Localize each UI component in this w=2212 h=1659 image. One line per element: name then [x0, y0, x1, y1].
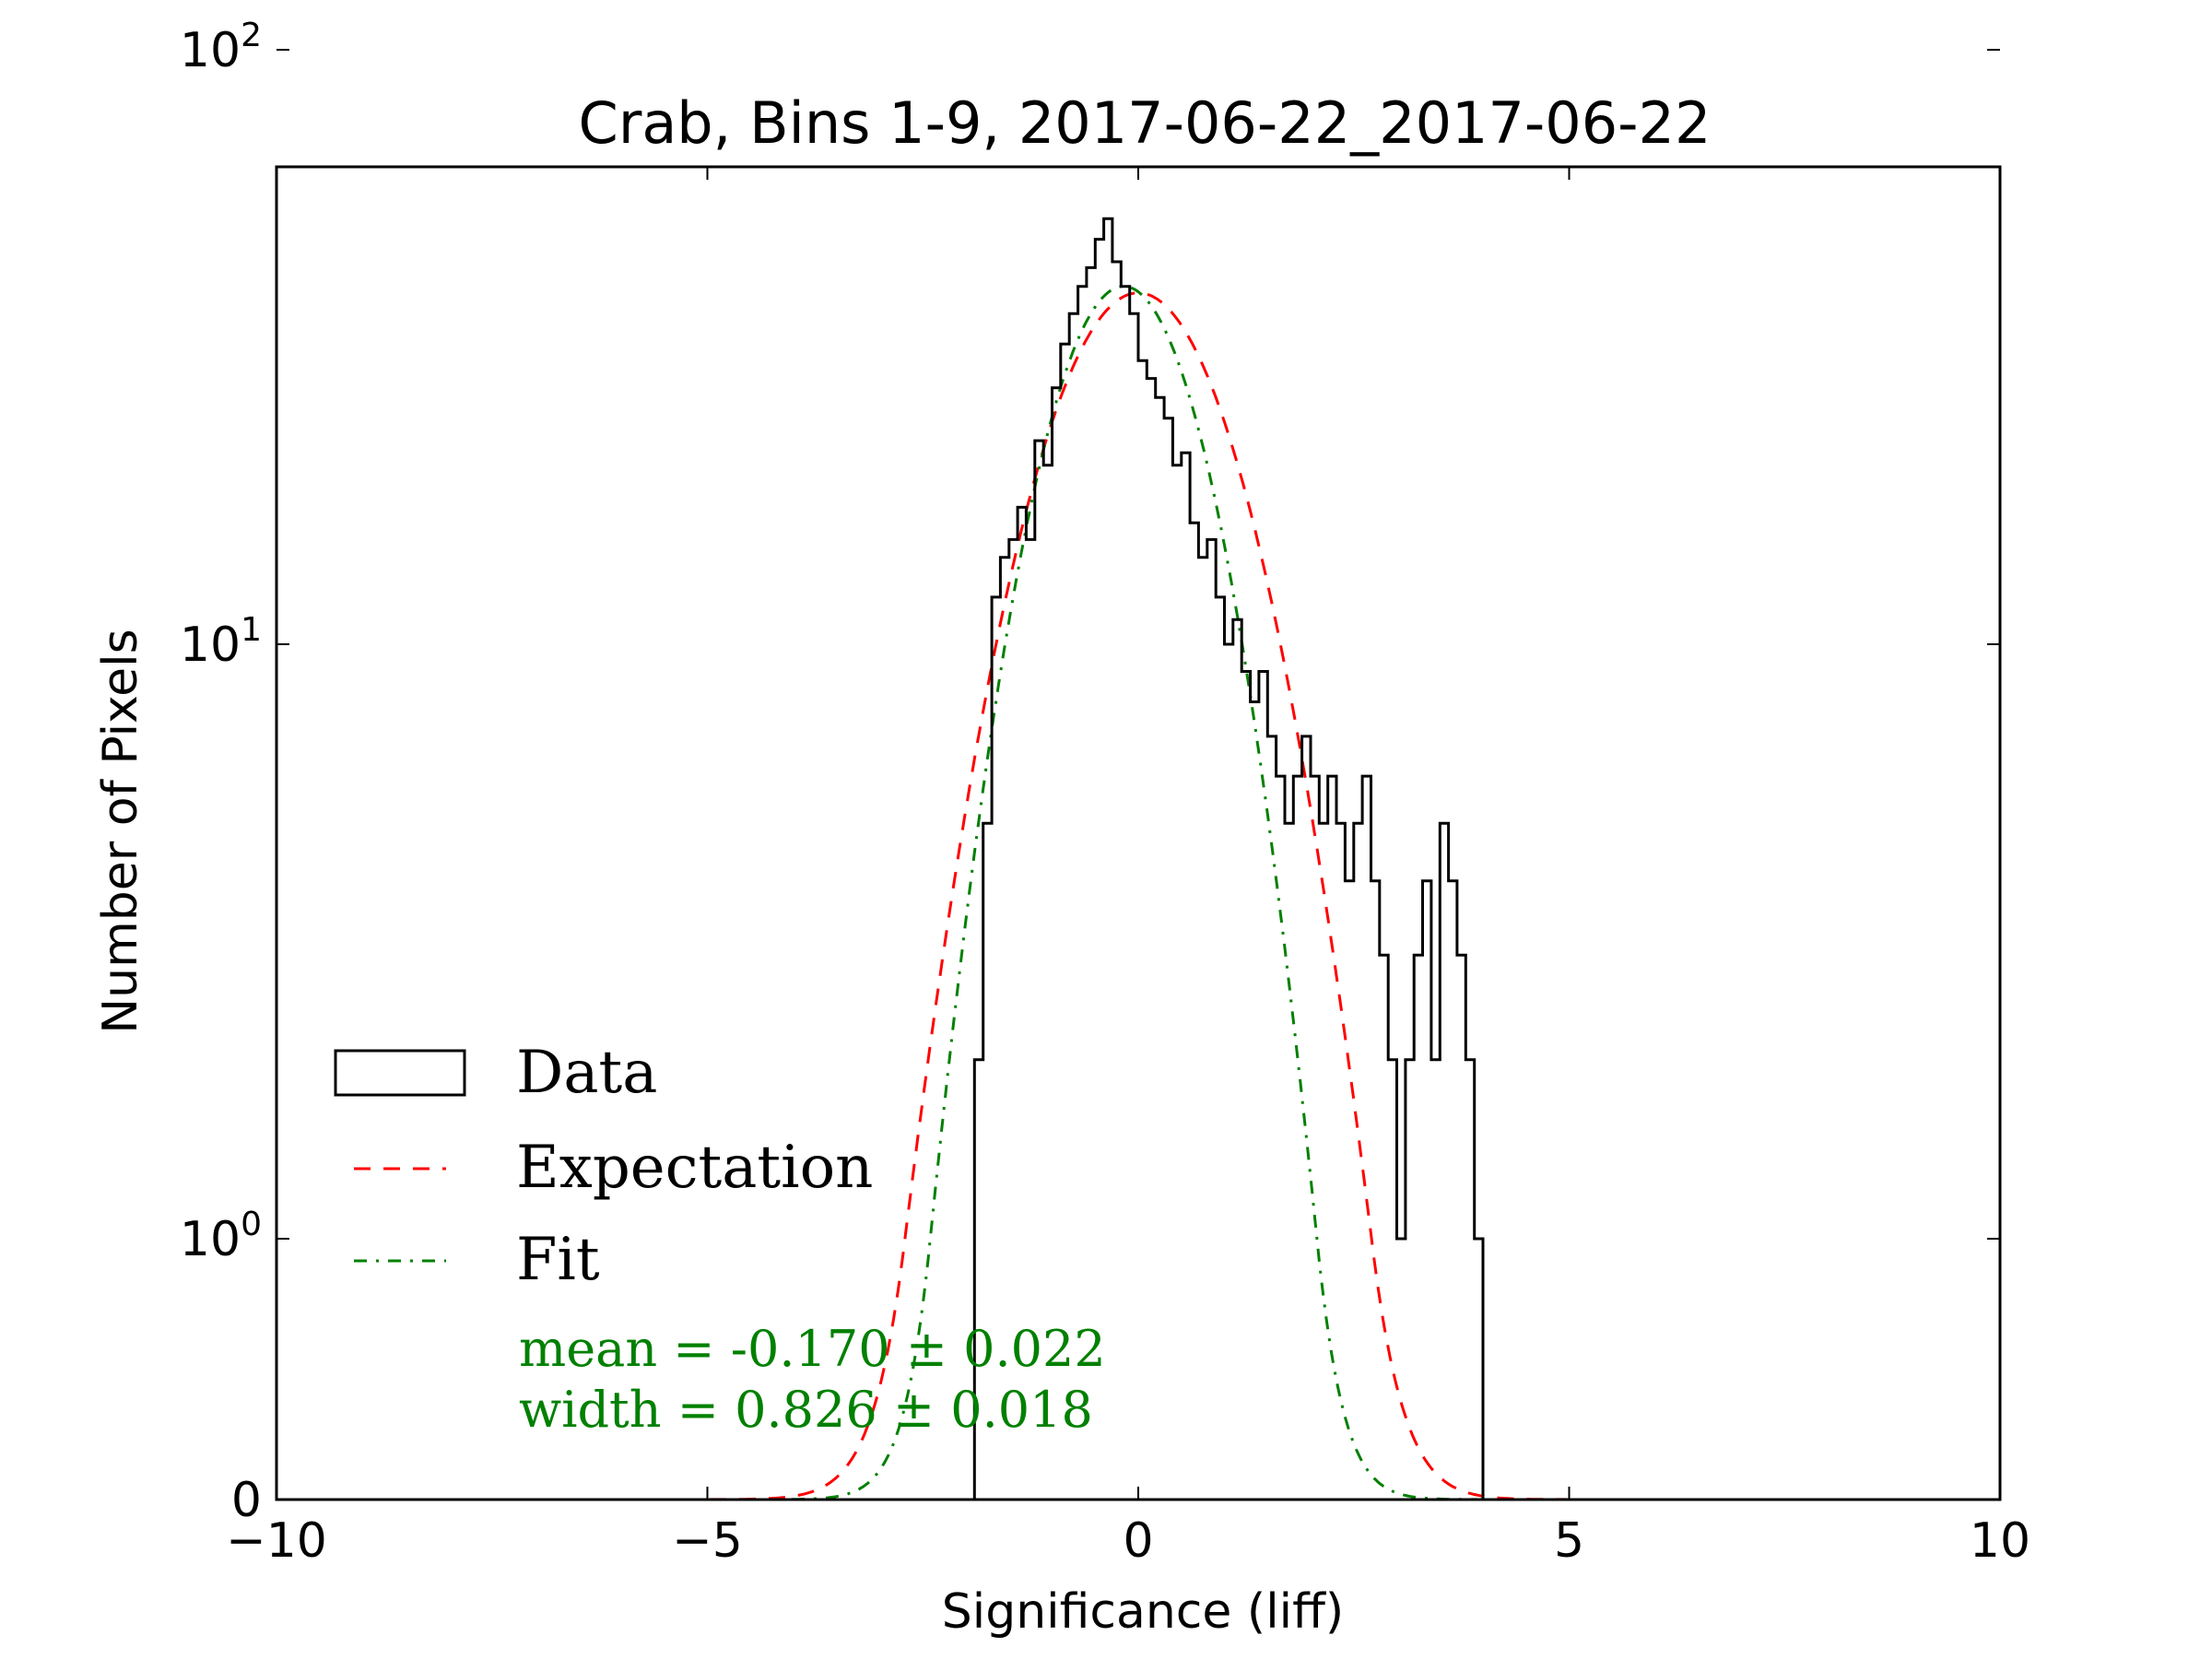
fit-curve	[621, 285, 1655, 1500]
plot-frame	[275, 165, 2002, 1501]
x-tick-label: 10	[1970, 1513, 2030, 1569]
chart-title: Crab, Bins 1-9, 2017-06-22_2017-06-22	[579, 89, 1712, 157]
x-tick-label: −10	[226, 1513, 327, 1569]
legend-swatch-data	[334, 1049, 466, 1097]
x-axis-label: Significance (liff)	[942, 1584, 1344, 1640]
x-tick-label: −5	[672, 1513, 743, 1569]
legend: Data Expectation Fit	[334, 1039, 873, 1294]
y-tick-label: 101	[180, 611, 262, 673]
fit-width-annotation: width = 0.826 ± 0.018	[519, 1381, 1093, 1439]
y-axis-label: Number of Pixels	[93, 629, 148, 1033]
legend-label-data: Data	[516, 1039, 657, 1107]
y-axis: 0 100 101 102	[180, 17, 2000, 1528]
legend-label-expectation: Expectation	[516, 1134, 873, 1202]
data-histogram	[972, 217, 1492, 1500]
x-axis: −10 −5 0 5 10	[226, 167, 2030, 1569]
plot-curves	[621, 217, 1655, 1500]
legend-label-fit: Fit	[516, 1226, 600, 1294]
y-tick-label: 100	[180, 1206, 262, 1267]
fit-mean-annotation: mean = -0.170 ± 0.022	[519, 1320, 1106, 1378]
expectation-curve	[621, 291, 1655, 1500]
x-tick-label: 5	[1554, 1513, 1584, 1569]
y-tick-label: 0	[231, 1473, 262, 1528]
y-tick-label: 102	[180, 17, 262, 78]
x-tick-label: 0	[1123, 1513, 1153, 1569]
